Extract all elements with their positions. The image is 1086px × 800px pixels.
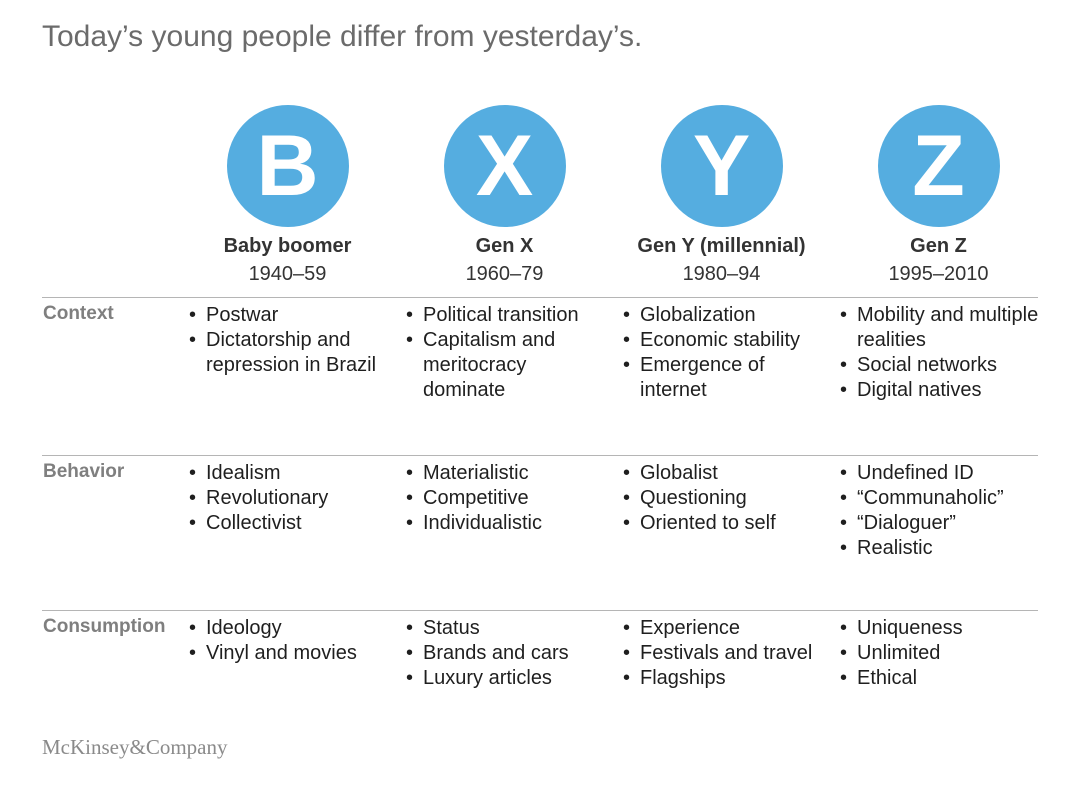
row-label-context: Context: [43, 303, 114, 324]
context-boomer-list: Postwar Dictatorship and repression in B…: [189, 303, 396, 378]
list-item: Idealism: [189, 461, 396, 486]
list-item: Postwar: [189, 303, 396, 328]
list-item: Digital natives: [840, 378, 1047, 403]
consumption-genz-list: Uniqueness Unlimited Ethical: [840, 616, 1047, 691]
list-item: Globalization: [623, 303, 830, 328]
list-item: Experience: [623, 616, 830, 641]
context-geny-list: Globalization Economic stability Emergen…: [623, 303, 830, 403]
behavior-boomer-list: Idealism Revolutionary Collectivist: [189, 461, 396, 536]
behavior-genx-list: Materialistic Competitive Individualisti…: [406, 461, 613, 536]
row-divider: [42, 297, 1038, 298]
generation-header-z: Z Gen Z 1995–2010: [830, 105, 1047, 286]
list-item: Festivals and travel: [623, 641, 830, 666]
generation-name: Gen X: [475, 235, 534, 257]
generation-header-x: X Gen X 1960–79: [396, 105, 613, 286]
mckinsey-logo: McKinsey&Company: [42, 735, 228, 759]
generation-badge-x: X: [443, 105, 566, 227]
context-genz-list: Mobility and multiple realities Social n…: [840, 303, 1047, 403]
list-item: Undefined ID: [840, 461, 1047, 486]
page-title: Today’s young people differ from yesterd…: [42, 20, 643, 53]
consumption-boomer-list: Ideology Vinyl and movies: [189, 616, 396, 666]
list-item: Vinyl and movies: [189, 641, 396, 666]
generation-header-boomer: B Baby boomer 1940–59: [179, 105, 396, 286]
consumption-geny-list: Experience Festivals and travel Flagship…: [623, 616, 830, 691]
list-item: “Dialoguer”: [840, 511, 1047, 536]
list-item: “Communaholic”: [840, 486, 1047, 511]
generation-years: 1940–59: [248, 263, 327, 285]
list-item: Collectivist: [189, 511, 396, 536]
list-item: Unlimited: [840, 641, 1047, 666]
list-item: Ideology: [189, 616, 396, 641]
row-label-consumption: Consumption: [43, 616, 166, 637]
list-item: Political transition: [406, 303, 613, 328]
behavior-genz-list: Undefined ID “Communaholic” “Dialoguer” …: [840, 461, 1047, 561]
list-item: Status: [406, 616, 613, 641]
generation-badge-b: B: [226, 105, 349, 227]
list-item: Economic stability: [623, 328, 830, 353]
context-genx-list: Political transition Capitalism and meri…: [406, 303, 613, 403]
list-item: Globalist: [623, 461, 830, 486]
list-item: Mobility and multiple realities: [840, 303, 1047, 353]
generation-name: Baby boomer: [223, 235, 352, 257]
generation-header-y: Y Gen Y (millennial) 1980–94: [613, 105, 830, 286]
list-item: Dictatorship and repression in Brazil: [189, 328, 396, 378]
list-item: Social networks: [840, 353, 1047, 378]
list-item: Individualistic: [406, 511, 613, 536]
generation-name: Gen Y (millennial): [637, 235, 806, 257]
list-item: Emergence of internet: [623, 353, 830, 403]
list-item: Realistic: [840, 536, 1047, 561]
list-item: Uniqueness: [840, 616, 1047, 641]
generation-years: 1960–79: [465, 263, 544, 285]
generation-badge-z: Z: [877, 105, 1000, 227]
list-item: Competitive: [406, 486, 613, 511]
behavior-geny-list: Globalist Questioning Oriented to self: [623, 461, 830, 536]
consumption-genx-list: Status Brands and cars Luxury articles: [406, 616, 613, 691]
list-item: Materialistic: [406, 461, 613, 486]
row-divider: [42, 610, 1038, 611]
list-item: Capitalism and meritocracy dominate: [406, 328, 613, 403]
generation-years: 1980–94: [682, 263, 761, 285]
generation-name: Gen Z: [910, 235, 967, 257]
list-item: Revolutionary: [189, 486, 396, 511]
row-label-behavior: Behavior: [43, 461, 125, 482]
generation-years: 1995–2010: [888, 263, 989, 285]
row-divider: [42, 455, 1038, 456]
list-item: Questioning: [623, 486, 830, 511]
generation-badge-y: Y: [660, 105, 783, 227]
list-item: Oriented to self: [623, 511, 830, 536]
list-item: Flagships: [623, 666, 830, 691]
list-item: Brands and cars: [406, 641, 613, 666]
list-item: Luxury articles: [406, 666, 613, 691]
list-item: Ethical: [840, 666, 1047, 691]
